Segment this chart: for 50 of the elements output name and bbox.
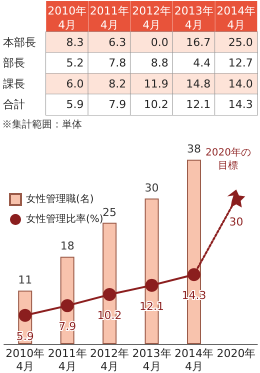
data-label: 11 [18,274,32,287]
y-tick-label: 課長 [3,77,25,90]
x-tick-label: 2012年 4月 [90,347,130,373]
point [145,278,158,292]
legend-label: 女性管理比率(%) [26,213,104,225]
data-label: 25.0 [228,36,253,49]
data-label: 18 [60,240,74,253]
data-label: 8.8 [150,56,168,70]
data-label: 8.3 [66,36,84,49]
data-label: 16.7 [186,36,211,49]
x-tick-label: 2012年 4月 [132,4,172,32]
annotation: 2020年の目標 [205,146,251,172]
data-label: 0.0 [150,36,168,49]
point [103,288,116,302]
x-tick-label: 2020年 [216,347,256,360]
point [188,268,200,282]
y-tick-label: 部長 [3,56,25,70]
x-tick-label: 2013年 4月 [174,4,214,32]
x-tick-label: 2010年 4月 [6,347,45,373]
x-tick-label: 2011年 4月 [48,347,87,373]
data-label: 7.9 [108,98,126,112]
data-label: 14.3 [228,98,253,112]
data-label: 25 [102,206,117,219]
data-label: 5.9 [66,98,84,112]
data-label: 7.8 [108,56,126,70]
x-tick-label: 2014年 4月 [216,4,256,32]
data-label: 12.1 [186,98,211,112]
data-label: 12.7 [228,56,253,70]
x-tick-label: 2011年 4月 [90,4,129,32]
data-label: 14.8 [186,77,211,90]
legend-label: 女性管理職(名) [26,193,94,205]
data-label: 6.3 [108,36,126,49]
x-tick-label: 2010年 4月 [48,4,87,32]
y-tick-label: 合計 [3,98,25,112]
y-tick-label: 本部長 [3,36,36,49]
x-tick-label: 2014年 4月 [174,347,214,373]
data-label: 4.4 [193,56,211,70]
data-label: 30 [144,182,159,194]
data-label: 38 [187,142,201,156]
data-label: 8.2 [108,77,126,90]
text: ※集計範囲：単体 [2,118,82,130]
x-tick-label: 2013年 4月 [132,347,172,373]
data-label: 11.9 [144,77,168,90]
data-label: 6.0 [66,77,84,90]
point [60,299,74,312]
data-label: 5.2 [66,56,84,70]
data-label: 14.0 [228,77,253,90]
data-label: 30 [229,216,244,228]
point [227,190,246,208]
data-label: 10.2 [144,98,168,112]
